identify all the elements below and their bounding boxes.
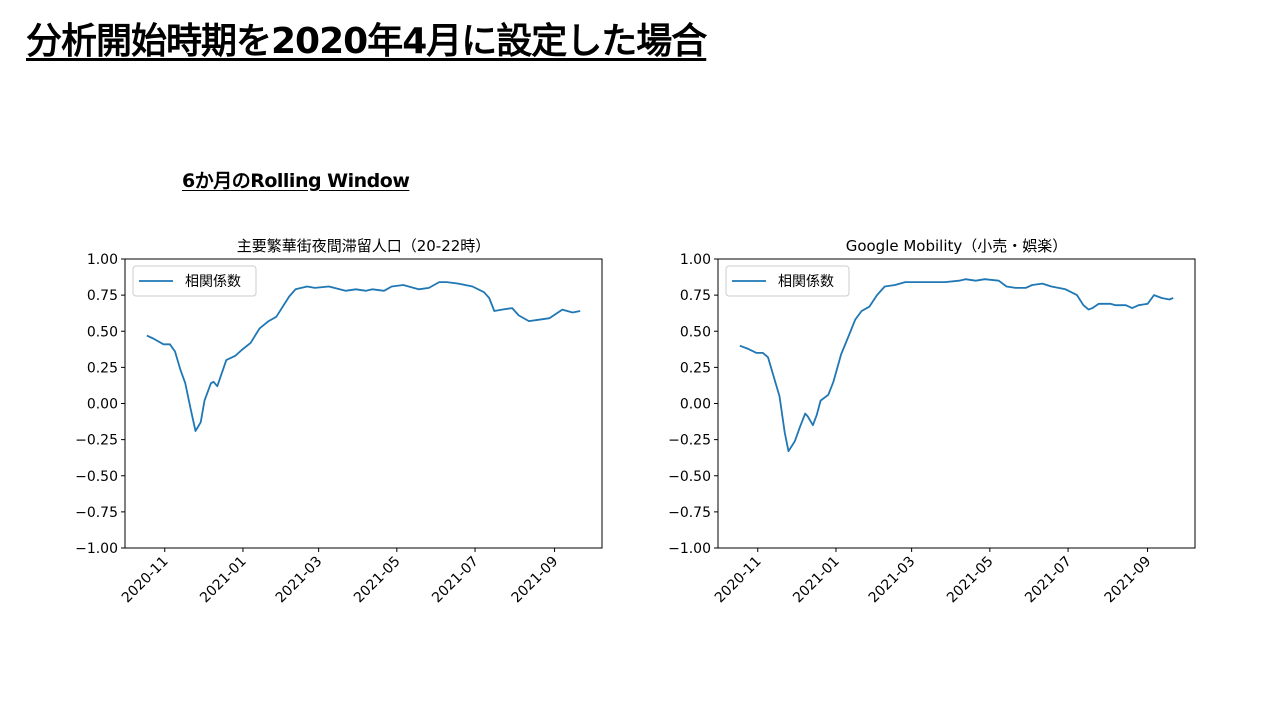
x-tick-label: 2021-01 [197, 554, 250, 607]
y-tick-label: 1.00 [87, 252, 118, 268]
y-tick-label: −1.00 [668, 541, 711, 557]
slide-title: 分析開始時期を2020年4月に設定した場合 [26, 21, 707, 62]
y-tick-label: −0.75 [75, 505, 118, 521]
chart-title: 主要繁華街夜間滞留人口（20-22時） [237, 237, 491, 255]
y-tick-label: 0.25 [680, 360, 711, 376]
plot-frame [717, 258, 1196, 549]
x-tick-label: 2021-03 [273, 554, 326, 607]
y-tick-label: 0.00 [87, 397, 118, 413]
x-tick-label: 2021-05 [944, 554, 997, 607]
y-tick-label: 0.75 [87, 288, 118, 304]
slide-subtitle: 6か月のRolling Window [182, 170, 410, 192]
legend-box [725, 265, 850, 297]
y-tick-label: −0.75 [668, 505, 711, 521]
x-tick-label: 2021-09 [509, 554, 562, 607]
y-tick-label: 0.50 [87, 324, 118, 340]
y-tick-label: −0.50 [668, 469, 711, 485]
legend-box [132, 265, 257, 297]
y-tick-label: −0.25 [668, 433, 711, 449]
y-tick-label: 1.00 [680, 252, 711, 268]
plot-frame [124, 258, 603, 549]
x-tick-label: 2020-11 [119, 554, 172, 607]
y-tick-label: −0.50 [75, 469, 118, 485]
x-tick-label: 2021-05 [351, 554, 404, 607]
x-tick-label: 2021-09 [1102, 554, 1155, 607]
chart-2: Google Mobility（小売・娯楽） 1.00 0.75 0.50 0.25 0.… [668, 237, 1196, 607]
legend-label: 相関係数 [778, 274, 834, 290]
x-tick-label: 2021-01 [790, 554, 843, 607]
y-tick-label: −1.00 [75, 541, 118, 557]
y-tick-label: 0.75 [680, 288, 711, 304]
x-tick-label: 2021-07 [1022, 554, 1075, 607]
x-tick-label: 2020-11 [712, 554, 765, 607]
series-line-correlation [739, 278, 1174, 453]
x-tick-label: 2021-07 [429, 554, 482, 607]
chart-title: Google Mobility（小売・娯楽） [846, 237, 1068, 255]
y-tick-label: −0.25 [75, 433, 118, 449]
y-tick-label: 0.50 [680, 324, 711, 340]
legend: 相関係数 [725, 265, 850, 297]
y-tick-label: 0.25 [87, 360, 118, 376]
y-tick-label: 0.00 [680, 397, 711, 413]
chart-1: 主要繁華街夜間滞留人口（20-22時） 1.00 0.75 0.50 0.25 0.00 −… [75, 237, 603, 607]
legend-label: 相関係数 [185, 274, 241, 290]
series-line-correlation [146, 281, 581, 432]
x-tick-label: 2021-03 [866, 554, 919, 607]
legend: 相関係数 [132, 265, 257, 297]
